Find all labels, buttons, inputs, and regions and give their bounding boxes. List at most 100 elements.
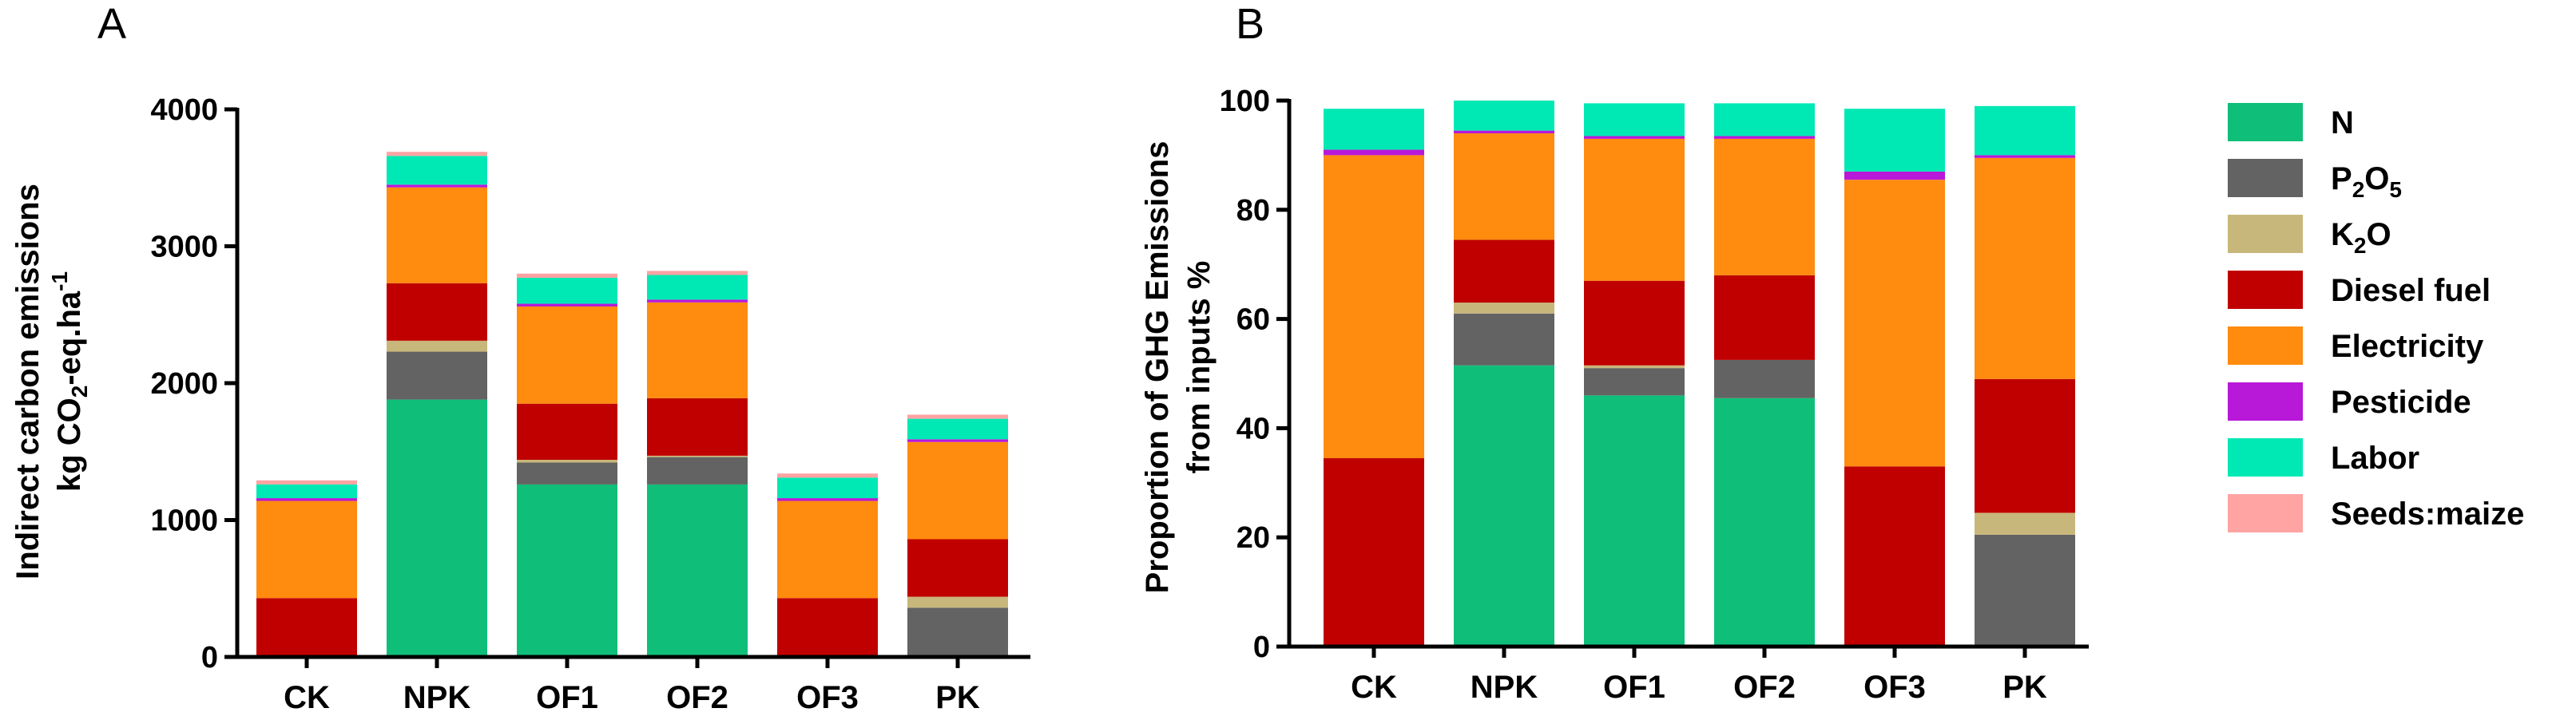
panel-a-label: A [97, 0, 126, 48]
panel-b-x-label-pk: PK [2002, 670, 2047, 705]
panel-a-bar-pk-p2o5 [907, 607, 1008, 657]
panel-a-bar-npk-electricity [387, 187, 487, 283]
panel-a-bar-of2-n [647, 484, 748, 657]
panel-b-bar-pk-labor [1975, 105, 2075, 156]
panel-a-y-tick-label: 1000 [150, 504, 218, 538]
legend-swatch-k2o [2228, 215, 2303, 253]
panel-a-ylabel-rest: -eq.ha [52, 291, 87, 386]
panel-a-ylabel-kgco: kg CO [52, 398, 87, 492]
legend-label-k2o: K2O [2331, 217, 2391, 258]
panel-a-bar-ck-labor [256, 484, 357, 499]
panel-a-x-label-of2: OF2 [666, 680, 728, 715]
panel-b-y-tick-label: 100 [1220, 85, 1270, 118]
panel-a-x-label-of3: OF3 [796, 680, 859, 715]
panel-b-axes [1287, 99, 2089, 658]
panel-a-bar-of2-electricity [647, 302, 748, 398]
panel-b-y-tick-label: 60 [1236, 303, 1270, 337]
panel-a-bar-ck-electricity [256, 500, 357, 599]
panel-a-x-label-npk: NPK [403, 680, 471, 715]
panel-b-bar-of3-labor [1844, 109, 1945, 172]
panel-b-bar-of2-p2o5 [1714, 359, 1815, 398]
legend-label-p2o5: P2O5 [2331, 161, 2402, 202]
panel-a-bar-pk-pesticide [907, 439, 1008, 442]
panel-b-bar-of2-n [1714, 398, 1815, 647]
legend-label-labor: Labor [2331, 441, 2419, 476]
panel-a-bar-ck-diesel-fuel [256, 598, 357, 657]
panel-a-bar-of2-pesticide [647, 299, 748, 303]
panel-b-bar-of3-diesel-fuel [1844, 466, 1945, 647]
panel-b-bar-pk-diesel-fuel [1975, 378, 2075, 513]
panel-a-bar-of1-seeds-maize [517, 273, 617, 278]
panel-a-bar-npk-seeds-maize [387, 152, 487, 156]
panel-b-bar-of1-electricity [1584, 138, 1685, 281]
panel-b-bar-of2-diesel-fuel [1714, 275, 1815, 360]
panel-b-bar-of2-electricity [1714, 138, 1815, 275]
panel-b-x-labels: CK NPK OF1 OF2 OF3 PK [1351, 670, 2047, 705]
panel-b-bar-of1-pesticide [1584, 136, 1685, 139]
panel-a-bar-npk-k2o [387, 340, 487, 352]
legend: N P2O5 K2O Diesel fuel Electricity Pesticide L… [2228, 103, 2524, 532]
panel-b-bar-of1-labor [1584, 103, 1685, 136]
panel-b-bar-of2-pesticide [1714, 136, 1815, 139]
panel-a-bar-of2-diesel-fuel [647, 398, 748, 456]
panel-b-bar-pk-k2o [1975, 512, 2075, 535]
panel-a-bar-ck-pesticide [256, 498, 357, 501]
panel-a-bar-of1-pesticide [517, 303, 617, 307]
panel-a-bar-npk-labor [387, 156, 487, 185]
panel-b-bar-ck-diesel-fuel [1324, 458, 1424, 647]
panel-a-bar-of1-k2o [517, 460, 617, 463]
panel-b-x-label-of3: OF3 [1864, 670, 1926, 705]
panel-a-axes [235, 108, 1030, 668]
panel-a-y-tick-label: 2000 [150, 367, 218, 401]
panel-a-bar-pk-electricity [907, 441, 1008, 540]
legend-label-seeds-maize: Seeds:maize [2331, 497, 2524, 532]
panel-b-bar-npk-electricity [1454, 133, 1554, 240]
panel-a: A Indirect carbon emissions kg CO2-eq.ha… [10, 0, 1030, 715]
panel-a-bar-npk-p2o5 [387, 351, 487, 400]
panel-a-bar-of3-electricity [777, 500, 878, 599]
panel-a-bar-of3-pesticide [777, 498, 878, 501]
panel-a-bar-of2-p2o5 [647, 457, 748, 485]
legend-label-electricity: Electricity [2331, 329, 2484, 364]
panel-a-ylabel-sup: -1 [47, 271, 72, 291]
legend-swatch-n [2228, 103, 2303, 141]
panel-b-x-label-ck: CK [1351, 670, 1397, 705]
panel-b-bar-of3-pesticide [1844, 171, 1945, 180]
panel-a-x-labels: CK NPK OF1 OF2 OF3 PK [284, 680, 980, 715]
legend-swatch-p2o5 [2228, 159, 2303, 197]
panel-b-bars [1324, 101, 2075, 647]
panel-a-bar-npk-pesticide [387, 184, 487, 188]
legend-swatch-electricity [2228, 326, 2303, 365]
legend-label-n: N [2331, 105, 2354, 140]
panel-b-bar-of1-p2o5 [1584, 368, 1685, 396]
legend-label-pesticide: Pesticide [2331, 385, 2471, 420]
legend-swatch-diesel-fuel [2228, 271, 2303, 309]
panel-b-bar-npk-pesticide [1454, 130, 1554, 134]
panel-a-bar-of1-p2o5 [517, 462, 617, 485]
panel-b-bar-of3-electricity [1844, 180, 1945, 467]
panel-b-bar-pk-electricity [1975, 157, 2075, 379]
panel-b-bar-of1-k2o [1584, 365, 1685, 369]
panel-b-y-ticks: 0 20 40 60 80 100 [1220, 85, 1289, 664]
panel-b-bar-of2-labor [1714, 103, 1815, 136]
panel-a-bar-of1-labor [517, 277, 617, 304]
panel-a-bar-of2-labor [647, 275, 748, 300]
legend-swatch-labor [2228, 438, 2303, 477]
panel-b-x-label-of1: OF1 [1603, 670, 1665, 705]
panel-a-ylabel-line1: Indirect carbon emissions [10, 184, 46, 580]
panel-a-ylabel-sub: 2 [67, 386, 92, 398]
panel-b-bar-ck-pesticide [1324, 149, 1424, 156]
panel-b-bar-ck-labor [1324, 109, 1424, 150]
panel-b-bar-pk-p2o5 [1975, 534, 2075, 647]
panel-a-bar-pk-labor [907, 418, 1008, 440]
panel-a-x-label-of1: OF1 [536, 680, 598, 715]
panel-a-x-label-ck: CK [284, 680, 330, 715]
panel-a-bar-npk-diesel-fuel [387, 283, 487, 341]
panel-a-bar-of1-n [517, 484, 617, 657]
panel-b-y-tick-label: 40 [1236, 412, 1270, 445]
panel-b-x-label-of2: OF2 [1733, 670, 1796, 705]
panel-b-bar-npk-k2o [1454, 303, 1554, 314]
panel-a-bar-of1-electricity [517, 306, 617, 404]
legend-swatch-pesticide [2228, 382, 2303, 421]
